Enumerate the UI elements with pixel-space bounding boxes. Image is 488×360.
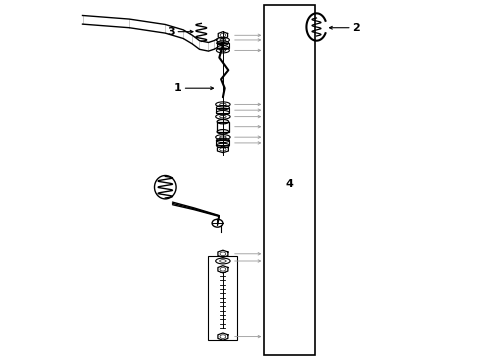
- Bar: [217, 122, 228, 132]
- Bar: [264, 5, 314, 355]
- Text: 3: 3: [166, 27, 174, 37]
- Text: 1: 1: [174, 83, 182, 93]
- Bar: [216, 140, 229, 145]
- Bar: [208, 256, 237, 340]
- Bar: [217, 43, 228, 48]
- Text: 4: 4: [285, 179, 293, 189]
- Bar: [216, 108, 229, 113]
- Text: 2: 2: [352, 23, 360, 33]
